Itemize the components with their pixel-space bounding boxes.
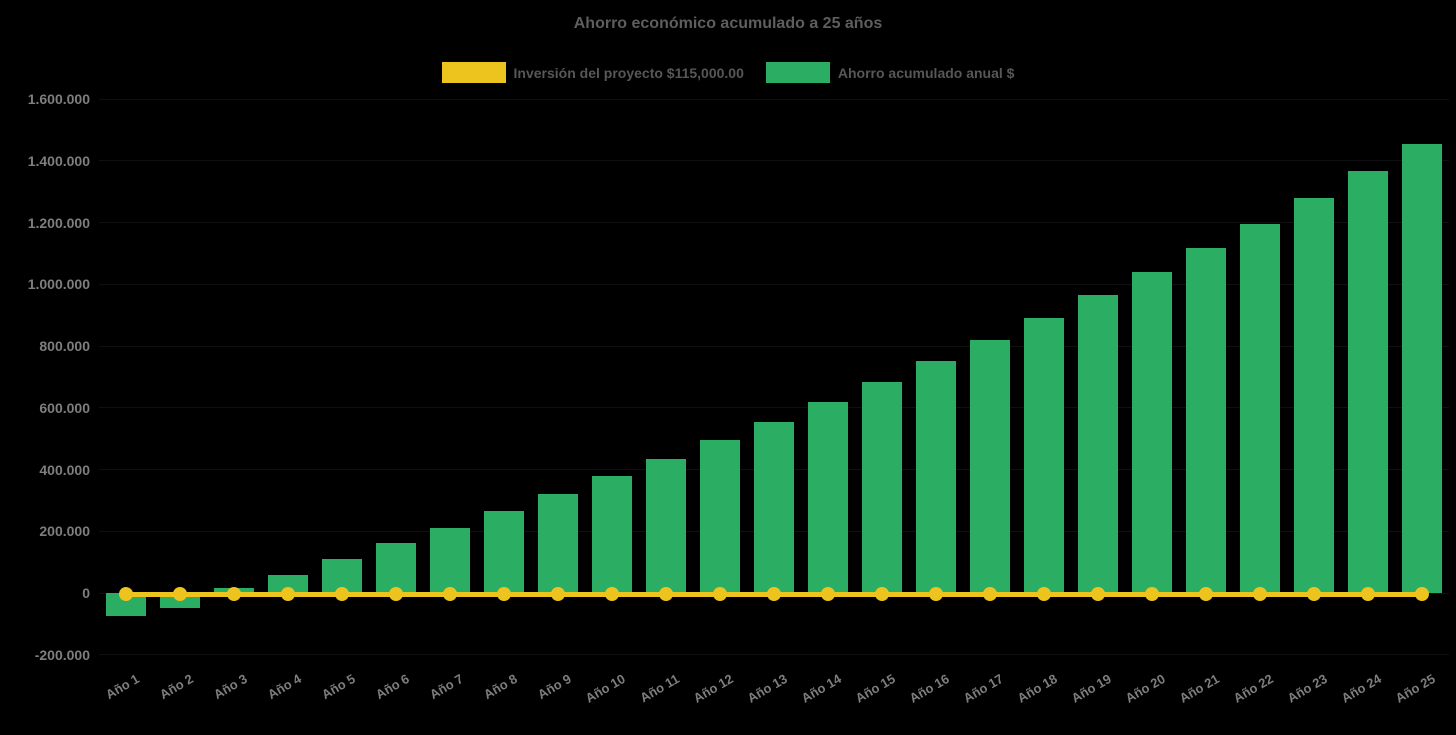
investment-swatch-icon [441,62,506,83]
investment-line-marker-ano-21[interactable] [1199,587,1213,601]
investment-line-marker-ano-4[interactable] [281,587,295,601]
investment-line-marker-ano-10[interactable] [605,587,619,601]
gridline [99,98,1449,100]
bar-ano-9[interactable] [538,493,578,593]
investment-line-marker-ano-18[interactable] [1037,587,1051,601]
y-axis-label: 600.000 [39,399,90,416]
bar-ano-15[interactable] [862,382,902,593]
bar-ano-17[interactable] [970,340,1010,593]
y-axis-label: -200.000 [34,646,90,663]
y-axis-label: 1.000.000 [27,276,90,293]
investment-line-marker-ano-15[interactable] [875,587,889,601]
y-axis-label: 1.600.000 [27,91,90,108]
investment-line-marker-ano-24[interactable] [1361,587,1375,601]
bar-ano-7[interactable] [430,528,470,593]
legend-label-investment: Inversión del proyecto $115,000.00 [513,64,744,81]
investment-line-marker-ano-12[interactable] [713,587,727,601]
bar-ano-1[interactable] [106,593,146,617]
bar-ano-11[interactable] [646,459,686,593]
investment-line-marker-ano-16[interactable] [929,587,943,601]
investment-line-marker-ano-20[interactable] [1145,587,1159,601]
y-axis-label: 0 [82,585,90,601]
gridline [99,345,1449,347]
chart-legend: Inversión del proyecto $115,000.00 Ahorr… [0,62,1456,83]
bar-ano-10[interactable] [592,476,632,593]
investment-line-marker-ano-3[interactable] [227,587,241,601]
investment-line-marker-ano-19[interactable] [1091,587,1105,601]
gridline [99,407,1449,409]
investment-line-marker-ano-7[interactable] [443,587,457,601]
bar-ano-19[interactable] [1078,294,1118,593]
gridline [99,654,1449,656]
bar-ano-20[interactable] [1132,272,1172,593]
savings-swatch-icon [765,62,830,83]
gridline [99,160,1449,162]
investment-line-marker-ano-22[interactable] [1253,587,1267,601]
bar-ano-22[interactable] [1240,223,1280,593]
investment-line-marker-ano-14[interactable] [821,587,835,601]
investment-line-marker-ano-11[interactable] [659,587,673,601]
gridline [99,283,1449,285]
investment-line-marker-ano-8[interactable] [497,587,511,601]
x-axis-label-ano-1: Año 1 [102,671,142,703]
bar-ano-21[interactable] [1186,248,1226,593]
bar-ano-6[interactable] [376,542,416,593]
y-axis-label: 200.000 [39,523,90,540]
bar-ano-25[interactable] [1402,143,1442,593]
investment-line-marker-ano-23[interactable] [1307,587,1321,601]
bar-ano-12[interactable] [700,440,740,593]
investment-line-marker-ano-25[interactable] [1415,587,1429,601]
bar-ano-23[interactable] [1294,198,1334,593]
legend-item-investment[interactable]: Inversión del proyecto $115,000.00 [441,62,744,83]
y-axis-label: 400.000 [39,461,90,478]
investment-line-marker-ano-9[interactable] [551,587,565,601]
bar-ano-13[interactable] [754,421,794,593]
y-axis-label: 800.000 [39,338,90,355]
y-axis-label: 1.400.000 [27,152,90,169]
legend-label-savings: Ahorro acumulado anual $ [837,64,1015,81]
bar-ano-24[interactable] [1348,171,1388,593]
investment-line-marker-ano-5[interactable] [335,587,349,601]
investment-line-marker-ano-6[interactable] [389,587,403,601]
bar-ano-18[interactable] [1024,318,1064,593]
investment-line-marker-ano-13[interactable] [767,587,781,601]
bar-ano-14[interactable] [808,402,848,593]
bar-ano-4[interactable] [268,575,308,593]
investment-line-marker-ano-2[interactable] [173,587,187,601]
bar-ano-8[interactable] [484,511,524,593]
bar-ano-16[interactable] [916,360,956,593]
legend-item-savings[interactable]: Ahorro acumulado anual $ [765,62,1015,83]
investment-line-marker-ano-17[interactable] [983,587,997,601]
gridline [99,222,1449,224]
investment-line-marker-ano-1[interactable] [119,587,133,601]
chart-title: Ahorro económico acumulado a 25 años [573,15,883,32]
y-axis-label: 1.200.000 [27,214,90,231]
